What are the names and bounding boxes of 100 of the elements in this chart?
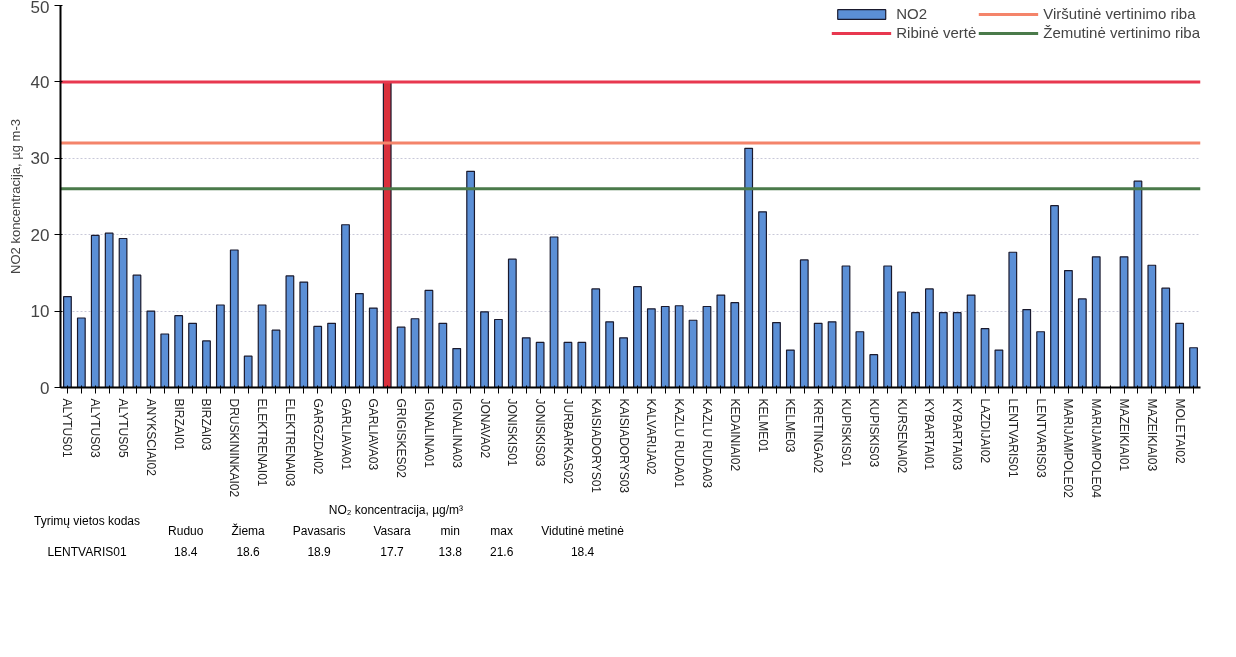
y-tick-label: 20 <box>30 225 50 245</box>
text: LENTVARIS01 <box>46 544 128 562</box>
bar <box>633 286 642 388</box>
x-tick-label: IGNALINA01 <box>421 398 436 469</box>
x-tick-label: GRIGISKES02 <box>394 398 409 479</box>
bar <box>1119 256 1129 388</box>
x-tick-label: KAISIADORYS03 <box>616 398 631 494</box>
bar <box>1161 287 1171 388</box>
bar <box>952 312 962 388</box>
bar <box>994 349 1004 388</box>
x-tick-label: KUPISKIS01 <box>838 398 853 468</box>
x-tick-label: ANYKSCIAI02 <box>143 398 158 477</box>
bar <box>368 307 378 388</box>
x-tick-label: KAZLU RUDA01 <box>672 398 687 489</box>
bar <box>257 304 267 388</box>
bar <box>1175 322 1185 388</box>
x-tick-label: MAZEIKIAI03 <box>1144 398 1159 472</box>
x-tick-label: LAZDIJAI02 <box>978 398 993 464</box>
bar <box>104 232 114 388</box>
bar <box>1077 298 1087 388</box>
x-tick-label: GARGZDAI02 <box>310 398 325 475</box>
x-tick-label: KALVARIJA02 <box>644 398 659 476</box>
bar <box>410 318 420 388</box>
bar <box>591 288 601 388</box>
bar <box>785 349 795 388</box>
x-tick-label: KEDAINIAI02 <box>727 398 742 472</box>
bar <box>535 341 545 388</box>
bar <box>799 259 809 388</box>
bar <box>855 331 865 388</box>
bar <box>1147 264 1157 388</box>
bar <box>63 295 72 388</box>
bar <box>924 288 934 388</box>
bar <box>1091 256 1101 388</box>
bar <box>299 281 309 388</box>
bar <box>160 333 170 388</box>
bar <box>938 312 948 388</box>
bar <box>327 322 337 388</box>
x-tick-label: KELME01 <box>755 398 770 453</box>
y-tick-label: 30 <box>30 149 50 169</box>
bar <box>744 147 754 388</box>
bar <box>660 305 670 388</box>
bar <box>1189 347 1198 388</box>
y-tick-label: 10 <box>30 302 50 322</box>
x-tick-label: KELME03 <box>783 398 798 453</box>
bar <box>202 340 211 388</box>
bar <box>966 294 976 388</box>
text: Žiema <box>230 522 266 541</box>
bar <box>1050 205 1059 388</box>
x-tick-label: BIRZAI01 <box>171 398 186 451</box>
bar <box>215 304 225 388</box>
x-tick-label: MARIJAMPOLE04 <box>1089 398 1104 499</box>
y-tick-label: 40 <box>30 72 50 92</box>
text: NO₂ koncentracija, µg/m³ <box>327 502 465 519</box>
bar <box>619 337 628 388</box>
x-tick-label: KRETINGA02 <box>811 398 826 474</box>
bar <box>827 321 837 388</box>
x-tick-label: KAZLU RUDA03 <box>699 398 714 489</box>
bar <box>382 81 392 388</box>
bar <box>1036 331 1046 388</box>
text: Tyrimų vietos kodas <box>33 512 142 530</box>
x-tick-label: JONISKIS01 <box>505 398 520 467</box>
x-tick-label: ELEKTRENAI03 <box>282 398 297 487</box>
bar <box>229 249 239 388</box>
bar <box>1008 251 1018 388</box>
bar <box>285 275 295 388</box>
bar <box>354 292 364 388</box>
text: 17.7 <box>379 544 405 562</box>
bar <box>243 355 253 388</box>
bar <box>758 211 767 388</box>
bar <box>605 321 615 388</box>
bar <box>646 308 656 388</box>
bar <box>883 265 893 388</box>
legend-label: Žemutinė vertinimo riba <box>1043 24 1200 41</box>
text: 18.4 <box>569 544 596 562</box>
text: 18.6 <box>235 544 261 562</box>
x-tick-label: ALYTUS03 <box>88 398 103 458</box>
text: Ruduo <box>167 523 205 541</box>
x-tick-label: GARLIAVA01 <box>338 398 353 471</box>
bar <box>452 347 462 388</box>
text: min <box>439 523 461 541</box>
x-tick-label: JURBARKAS02 <box>560 398 575 485</box>
bar <box>118 237 128 388</box>
x-tick-label: LENTVARIS03 <box>1033 398 1048 478</box>
text: 18.9 <box>306 544 332 562</box>
x-tick-label: KYBARTAI03 <box>950 398 965 471</box>
bar <box>563 341 573 388</box>
legend-label: NO2 <box>896 5 928 22</box>
bar <box>132 274 142 388</box>
x-tick-label: JONISKIS03 <box>533 398 548 467</box>
bar <box>730 302 740 388</box>
bar <box>1022 308 1032 388</box>
x-tick-label: BIRZAI03 <box>199 398 214 451</box>
bar <box>688 319 698 388</box>
y-tick-label: 0 <box>40 378 50 398</box>
bar <box>549 236 559 388</box>
bar <box>188 322 197 388</box>
x-tick-label: MARIJAMPOLE02 <box>1061 398 1076 499</box>
bar <box>507 258 517 388</box>
bar <box>76 317 86 388</box>
y-tick-label: 50 <box>30 0 50 17</box>
